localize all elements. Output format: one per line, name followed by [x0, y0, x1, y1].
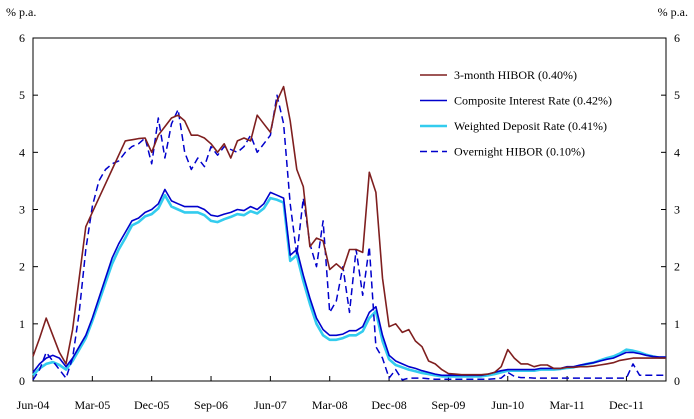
y-tick-label-left: 1 — [19, 317, 25, 331]
y-axis-unit-left: % p.a. — [6, 5, 36, 19]
y-tick-label-right: 2 — [674, 260, 680, 274]
y-tick-label-left: 3 — [19, 203, 25, 217]
y-axis-unit-right: % p.a. — [658, 5, 688, 19]
series-layer — [32, 85, 666, 381]
y-tick-label-left: 5 — [19, 88, 25, 102]
axes-layer: 0 0 1 1 2 2 3 3 4 4 5 5 6 6 Jun-04 Mar-05 Dec-05 Sep-06 Ju… — [17, 31, 680, 412]
series-line-3 — [32, 94, 666, 381]
x-tick-label: Mar-08 — [312, 398, 348, 412]
x-tick-label: Dec-11 — [609, 398, 644, 412]
y-tick-label-left: 0 — [19, 374, 25, 388]
x-tick-label: Dec-08 — [371, 398, 406, 412]
legend-label-1: Composite Interest Rate (0.42%) — [454, 94, 612, 108]
series-line-0 — [32, 85, 666, 376]
y-tick-label-right: 6 — [674, 31, 680, 45]
legend: 3-month HIBOR (0.40%) Composite Interest … — [420, 68, 612, 159]
series-line-1 — [32, 188, 666, 377]
x-tick-label: Sep-06 — [194, 398, 228, 412]
legend-label-3: Overnight HIBOR (0.10%) — [454, 145, 585, 159]
y-tick-label-right: 4 — [674, 145, 680, 159]
y-tick-label-left: 6 — [19, 31, 25, 45]
x-tick-label: Jun-10 — [491, 398, 524, 412]
legend-label-2: Weighted Deposit Rate (0.41%) — [454, 119, 607, 133]
x-tick-label: Jun-04 — [17, 398, 50, 412]
plot-area — [32, 37, 667, 382]
y-tick-label-right: 0 — [674, 374, 680, 388]
x-tick-label: Sep-09 — [431, 398, 465, 412]
x-tick-label: Jun-07 — [254, 398, 287, 412]
y-tick-label-left: 4 — [19, 145, 25, 159]
y-tick-label-left: 2 — [19, 260, 25, 274]
series-line-2 — [32, 193, 666, 378]
x-tick-label: Mar-05 — [74, 398, 110, 412]
y-tick-label-right: 3 — [674, 203, 680, 217]
x-tick-label: Dec-05 — [134, 398, 169, 412]
x-tick-label: Mar-11 — [549, 398, 584, 412]
y-tick-label-right: 5 — [674, 88, 680, 102]
y-tick-label-right: 1 — [674, 317, 680, 331]
legend-label-0: 3-month HIBOR (0.40%) — [454, 68, 577, 82]
